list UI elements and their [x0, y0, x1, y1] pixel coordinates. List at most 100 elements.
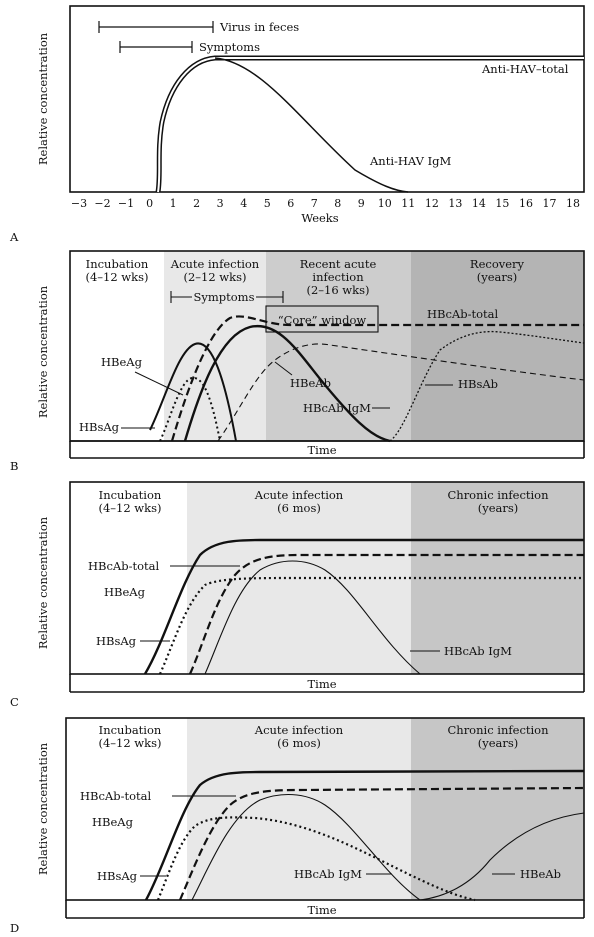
series-hbcab-igm-c-label: HBcAb IgM — [444, 644, 512, 658]
panel-d-phase-acute-duration: (6 mos) — [277, 736, 321, 750]
panel-a-frame — [69, 5, 585, 193]
x-tick-label: 9 — [358, 197, 365, 210]
x-tick-label: 10 — [378, 197, 392, 210]
interval-symptoms-label: Symptoms — [199, 40, 260, 54]
panel-c-phase-acute-duration: (6 mos) — [277, 501, 321, 515]
leader-hbeab-b — [274, 361, 293, 376]
series-hbsab-b-label: HBsAb — [458, 377, 498, 391]
series-hbeab-b — [217, 343, 585, 442]
series-hbeag-d-label: HBeAg — [92, 815, 134, 829]
x-tick-label: 0 — [146, 197, 153, 210]
phase-acute-label: Acute infection — [170, 257, 260, 271]
series-hbcab-total-d-label: HBcAb-total — [80, 789, 151, 803]
series-hbcab-igm-b — [183, 324, 391, 443]
panel-d-phase-chronic: Chronic infection — [447, 723, 549, 737]
x-tick-label: 16 — [519, 197, 533, 210]
phase-recent-label-2: infection — [312, 270, 364, 284]
interval-symptoms: Symptoms — [119, 40, 260, 54]
core-window-label: “Core” window — [278, 313, 367, 327]
core-window-box — [265, 305, 379, 333]
panel-c-phase-acute: Acute infection — [254, 488, 344, 502]
x-tick-label: 4 — [240, 197, 247, 210]
series-hbcab-igm-d-label: HBcAb IgM — [294, 867, 362, 881]
interval-virus-in-feces-label: Virus in feces — [219, 20, 299, 34]
series-hbeag-c — [158, 576, 584, 675]
series-hbeab-d — [419, 812, 585, 901]
x-tick-label: 7 — [311, 197, 318, 210]
series-hbsag-d — [144, 769, 585, 901]
panel-d-phase-chronic-duration: (years) — [478, 736, 519, 750]
series-hbcab-total-c-label: HBcAb-total — [88, 559, 159, 573]
panel-b-symptoms-label: Symptoms — [194, 290, 255, 304]
series-hbeab-d-label: HBeAb — [520, 867, 561, 881]
series-anti-hav-igm — [214, 57, 409, 193]
phase-incubation-duration: (4–12 wks) — [85, 270, 148, 284]
panel-d-phase-acute: Acute infection — [254, 723, 344, 737]
panel-c-phase-incubation-duration: (4–12 wks) — [98, 501, 161, 515]
panel-b-phase-acute-bg — [164, 251, 266, 441]
series-hbcab-igm-b-label: HBcAb IgM — [303, 401, 371, 415]
x-tick-label: −1 — [118, 197, 134, 210]
x-tick-label: 18 — [566, 197, 580, 210]
series-hbsag-b-label: HBsAg — [79, 420, 120, 434]
x-tick-label: −2 — [94, 197, 110, 210]
x-tick-label: 17 — [543, 197, 557, 210]
panel-d-phase-incubation-duration: (4–12 wks) — [98, 736, 161, 750]
series-anti-hav-total-label: Anti-HAV–total — [481, 62, 569, 76]
series-hbeag-b-label: HBeAg — [101, 355, 143, 369]
panel-d-phase-incubation: Incubation — [99, 723, 162, 737]
series-anti-hav-igm-label: Anti-HAV IgM — [369, 154, 452, 168]
panel-c-phase-incubation: Incubation — [99, 488, 162, 502]
series-hbcab-total-b — [170, 315, 584, 442]
panel-b-ylabel: Relative concentration — [36, 285, 50, 418]
panel-d-label: D — [10, 921, 19, 935]
series-hbsag-c — [143, 538, 584, 675]
phase-recovery-duration: (years) — [477, 270, 518, 284]
panel-a-x-ticks: −3 −2 −1 0 1 2 3 4 5 6 7 8 9 10 11 12 13 14 15 16 17 18 — [71, 197, 580, 210]
phase-recovery-label: Recovery — [470, 257, 525, 271]
x-tick-label: −3 — [71, 197, 87, 210]
phase-acute-duration: (2–12 wks) — [183, 270, 246, 284]
panel-c-ylabel: Relative concentration — [36, 516, 50, 649]
phase-recent-label-1: Recent acute — [300, 257, 377, 271]
leader-hbeag-b — [134, 371, 184, 396]
panel-c-label: C — [10, 695, 19, 709]
interval-virus-in-feces: Virus in feces — [98, 20, 299, 34]
x-tick-label: 14 — [472, 197, 486, 210]
series-hbcab-igm-d — [191, 793, 421, 901]
panel-d: Time Relative concentration D Incubation… — [10, 717, 585, 935]
panel-d-frame — [65, 717, 585, 901]
x-tick-label: 5 — [264, 197, 271, 210]
x-tick-label: 1 — [170, 197, 177, 210]
x-tick-label: 13 — [448, 197, 462, 210]
series-hbsag-b — [149, 342, 237, 442]
panel-b-label: B — [10, 459, 18, 473]
panel-d-xlabel: Time — [307, 903, 336, 917]
series-hbeag-b — [159, 376, 221, 442]
panel-b-phase-recovery-bg — [411, 251, 584, 441]
panel-b: Time Relative concentration B Incubation… — [10, 250, 585, 473]
phase-incubation-label: Incubation — [86, 257, 149, 271]
series-hbcab-total-b-label: HBcAb-total — [427, 307, 498, 321]
x-tick-label: 3 — [217, 197, 224, 210]
panel-a: Relative concentration −3 −2 −1 0 1 2 3 4 5 6 7 8 9 1… — [9, 5, 585, 244]
x-tick-label: 11 — [401, 197, 415, 210]
panel-c-xlabel: Time — [307, 677, 336, 691]
x-tick-label: 6 — [287, 197, 294, 210]
x-tick-label: 2 — [193, 197, 200, 210]
series-hbcab-total-d — [178, 786, 585, 901]
series-hbeag-c-label: HBeAg — [104, 585, 146, 599]
series-hbsab-b — [389, 330, 585, 442]
series-hbcab-total-c — [188, 553, 584, 675]
panel-d-phase-chronic-bg — [411, 718, 584, 900]
series-anti-hav-total-inner — [157, 57, 584, 193]
panel-b-phase-recent-bg — [266, 251, 411, 441]
series-hbcab-igm-c — [204, 560, 421, 675]
x-tick-label: 12 — [425, 197, 439, 210]
x-tick-label: 15 — [495, 197, 509, 210]
series-hbeag-d — [156, 816, 476, 902]
panel-c: Time Relative concentration C Incubation… — [10, 481, 585, 709]
panel-d-ylabel: Relative concentration — [36, 742, 50, 875]
panel-c-phase-chronic-duration: (years) — [478, 501, 519, 515]
